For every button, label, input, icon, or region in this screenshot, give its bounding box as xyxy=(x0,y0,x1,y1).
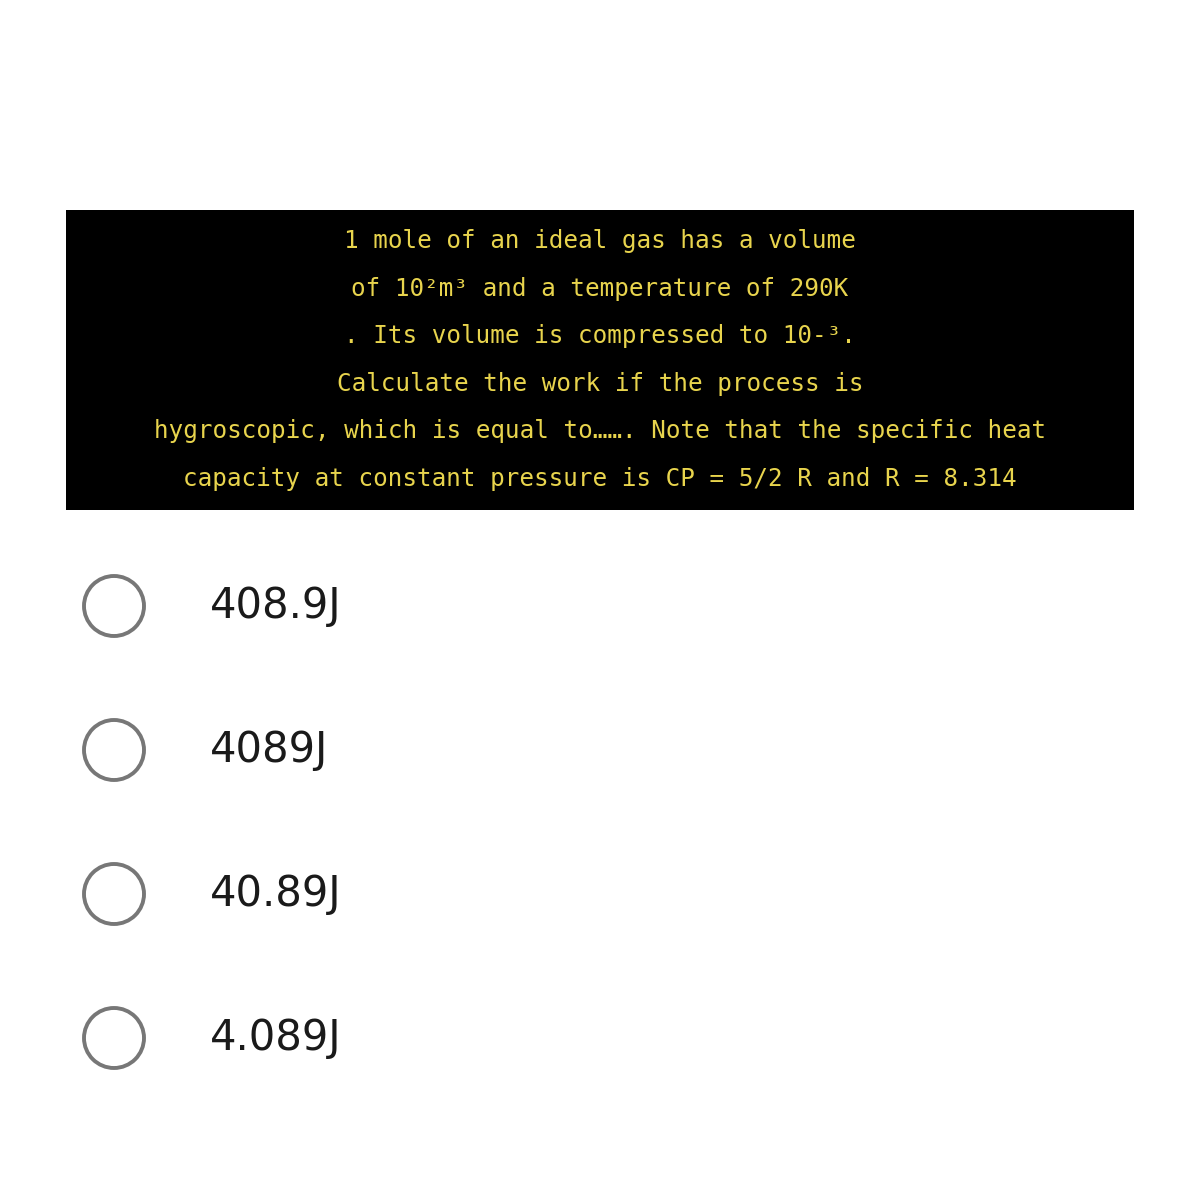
Text: 4089J: 4089J xyxy=(210,728,329,770)
Text: 408.9J: 408.9J xyxy=(210,584,342,626)
Text: 4.089J: 4.089J xyxy=(210,1018,342,1058)
Text: of 10²m³ and a temperature of 290K: of 10²m³ and a temperature of 290K xyxy=(352,276,848,300)
FancyBboxPatch shape xyxy=(66,210,1134,510)
Text: 40.89J: 40.89J xyxy=(210,874,342,914)
Text: 1 mole of an ideal gas has a volume: 1 mole of an ideal gas has a volume xyxy=(344,229,856,253)
Text: . Its volume is compressed to 10-³.: . Its volume is compressed to 10-³. xyxy=(344,324,856,348)
Text: capacity at constant pressure is CP = 5/2 R and R = 8.314: capacity at constant pressure is CP = 5/… xyxy=(184,467,1016,491)
Text: Calculate the work if the process is: Calculate the work if the process is xyxy=(337,372,863,396)
Text: hygroscopic, which is equal to……. Note that the specific heat: hygroscopic, which is equal to……. Note t… xyxy=(154,420,1046,444)
